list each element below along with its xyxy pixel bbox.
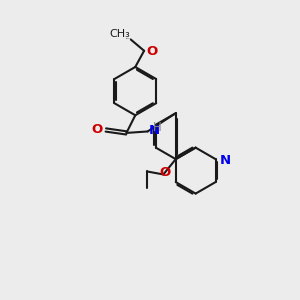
Text: H: H — [153, 121, 162, 134]
Text: methoxy: methoxy — [126, 38, 133, 39]
Text: O: O — [146, 45, 158, 58]
Text: CH₃: CH₃ — [110, 29, 130, 39]
Text: N: N — [220, 154, 231, 167]
Text: O: O — [159, 166, 170, 178]
Text: N: N — [149, 124, 160, 137]
Text: O: O — [91, 124, 102, 136]
